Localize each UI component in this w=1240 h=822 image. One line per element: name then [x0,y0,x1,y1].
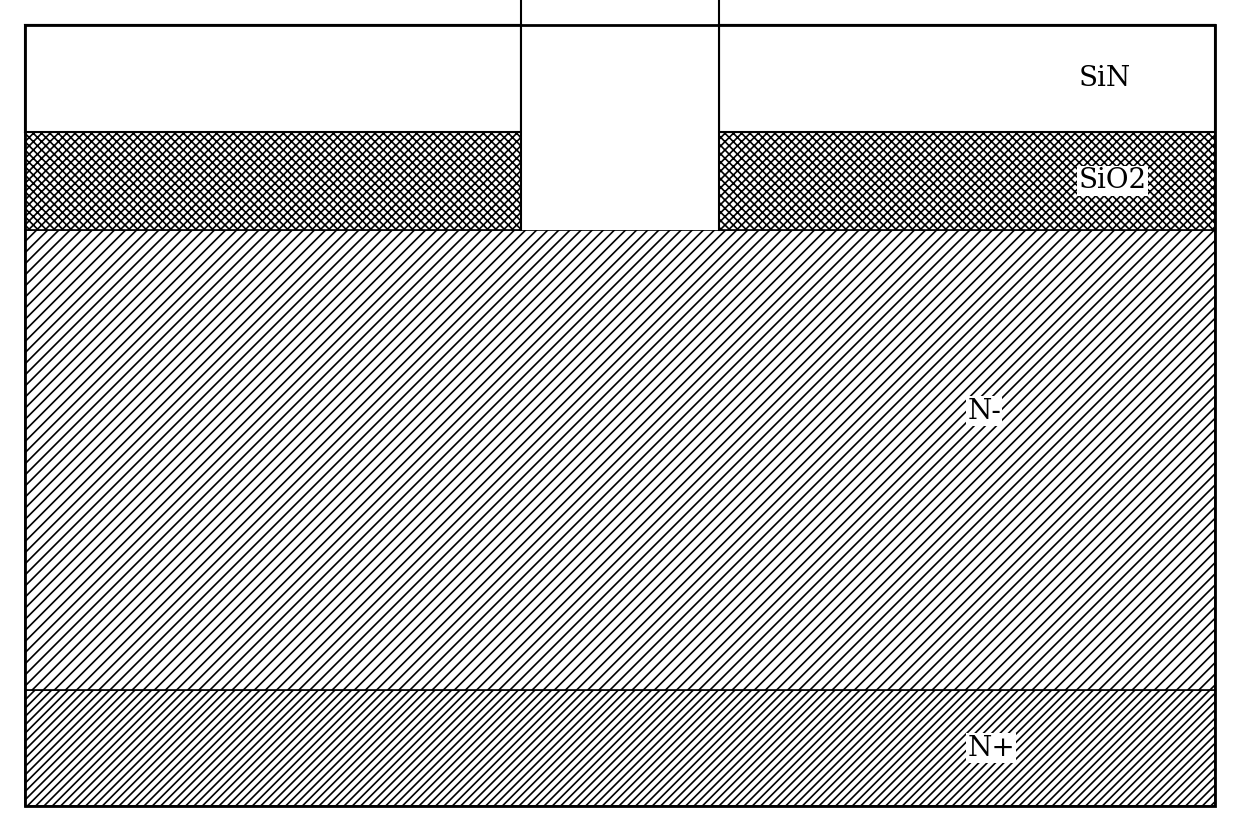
Text: SiO2: SiO2 [1079,168,1147,194]
Bar [25,132,521,230]
Text: N+: N+ [967,735,1016,761]
Bar [25,25,521,132]
Bar [25,690,1215,806]
Bar [719,25,1215,132]
Bar [25,230,1215,690]
Bar [1215,25,1240,132]
Bar [719,25,1215,132]
Bar [719,132,1215,230]
Bar [0,25,719,132]
Text: N-: N- [967,398,1001,424]
Bar [0,25,25,132]
Bar [521,25,1240,132]
Bar [25,25,521,132]
Text: SiN: SiN [1079,65,1131,91]
Bar [521,0,719,230]
